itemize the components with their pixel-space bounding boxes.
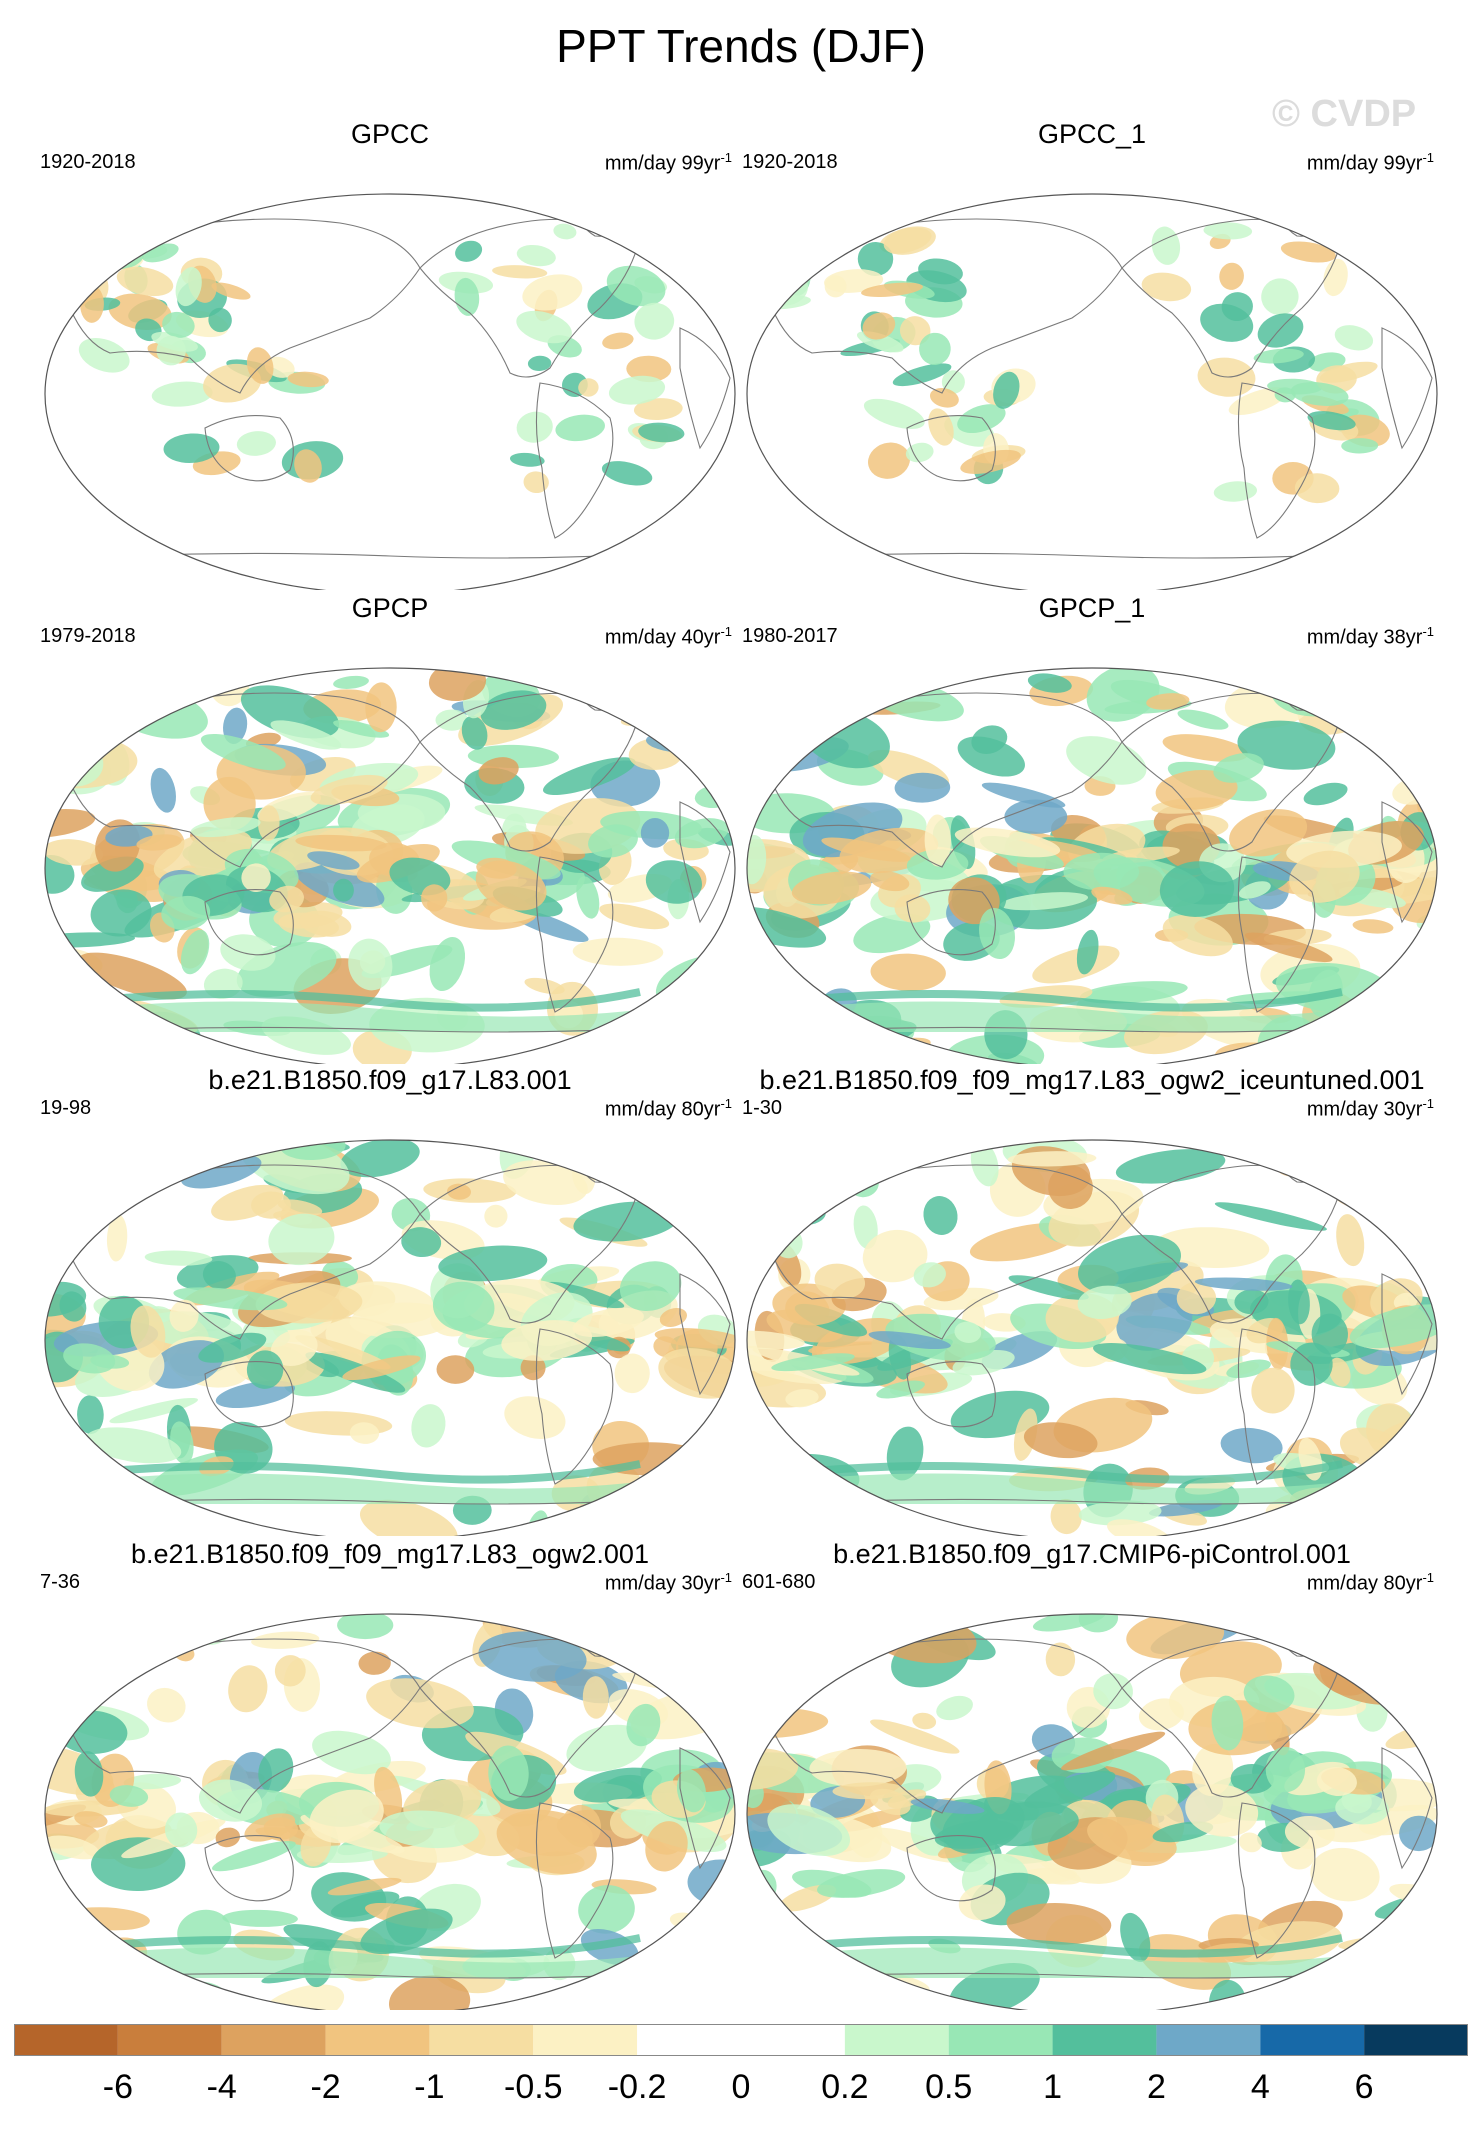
colorbar-box — [741, 2024, 845, 2056]
map-panel: GPCC_1 1920-2018 mm/day 99yr-1 — [742, 118, 1442, 590]
panel-units-exponent: -1 — [1422, 1096, 1434, 1111]
panel-units: mm/day 30yr-1 — [605, 1566, 732, 1596]
colorbar-label: -0.2 — [608, 2068, 667, 2106]
colorbar-box — [1260, 2024, 1365, 2056]
map-panel: GPCP_1 1980-2017 mm/day 38yr-1 — [742, 592, 1442, 1064]
colorbar-box — [1156, 2024, 1261, 2056]
map-globe — [746, 1139, 1438, 1536]
panel-units-exponent: -1 — [720, 1096, 732, 1111]
colorbar-box — [14, 2024, 118, 2056]
panel-units: mm/day 99yr-1 — [605, 146, 732, 176]
panel-units: mm/day 38yr-1 — [1307, 620, 1434, 650]
panel-title: b.e21.B1850.f09_f09_mg17.L83_ogw2_iceunt… — [759, 1065, 1425, 1095]
colorbar-label: 0.2 — [821, 2068, 868, 2106]
colorbar-box — [533, 2024, 638, 2056]
page-title: PPT Trends (DJF) — [556, 20, 926, 72]
colorbar-box — [117, 2024, 222, 2056]
panel-units: mm/day 30yr-1 — [1307, 1092, 1434, 1122]
map-panel: GPCP 1979-2018 mm/day 40yr-1 — [40, 592, 740, 1064]
panel-units: mm/day 40yr-1 — [605, 620, 732, 650]
cvdp-watermark: © CVDP — [1272, 93, 1417, 135]
panel-period: 1920-2018 — [742, 151, 838, 173]
panel-period: 7-36 — [40, 1571, 81, 1593]
map-globe — [746, 193, 1438, 590]
panel-units: mm/day 80yr-1 — [605, 1092, 732, 1122]
panel-period: 1980-2017 — [742, 625, 838, 647]
panel-title: b.e21.B1850.f09_g17.CMIP6-piControl.001 — [833, 1539, 1351, 1569]
map-panel: b.e21.B1850.f09_f09_mg17.L83_ogw2_iceunt… — [742, 1064, 1442, 1536]
panel-units-exponent: -1 — [1422, 1570, 1434, 1585]
panel-units-text: mm/day 30yr — [604, 1572, 721, 1595]
panel-units-text: mm/day 30yr — [1306, 1098, 1423, 1121]
panel-title: b.e21.B1850.f09_f09_mg17.L83_ogw2.001 — [131, 1539, 649, 1569]
map-panel: b.e21.B1850.f09_g17.L83.001 19-98 mm/day 8… — [40, 1064, 740, 1536]
panel-period: 1-30 — [742, 1097, 783, 1119]
panel-title: b.e21.B1850.f09_g17.L83.001 — [208, 1065, 572, 1095]
panel-units: mm/day 99yr-1 — [1307, 146, 1434, 176]
panel-period: 19-98 — [40, 1097, 92, 1119]
colorbar-label: 4 — [1251, 2068, 1270, 2106]
colorbar-label: -4 — [207, 2068, 237, 2106]
colorbar-box — [325, 2024, 430, 2056]
panel-units-text: mm/day 38yr — [1306, 626, 1423, 649]
panel-units-exponent: -1 — [1422, 624, 1434, 639]
panel-units-exponent: -1 — [1422, 150, 1434, 165]
panel-units-exponent: -1 — [720, 624, 732, 639]
colorbar-label: 0.5 — [925, 2068, 972, 2106]
colorbar-label: -2 — [310, 2068, 340, 2106]
panel-units-text: mm/day 99yr — [1306, 152, 1423, 175]
colorbar: -6 -4 -2 -1 -0.5 -0.2 0 0.2 0.5 1 2 4 6 — [14, 2024, 1468, 2106]
panel-units-text: mm/day 80yr — [1306, 1572, 1423, 1595]
panel-units-text: mm/day 80yr — [604, 1098, 721, 1121]
colorbar-label: -1 — [414, 2068, 444, 2106]
map-panel: GPCC 1920-2018 mm/day 99yr-1 — [40, 118, 740, 590]
colorbar-label: -6 — [103, 2068, 133, 2106]
colorbar-box — [1364, 2024, 1468, 2056]
panel-units-exponent: -1 — [720, 1570, 732, 1585]
panel-period: 1920-2018 — [40, 151, 136, 173]
colorbar-label: -0.5 — [504, 2068, 563, 2106]
map-globe — [746, 1613, 1438, 2010]
panel-title: GPCC — [350, 119, 429, 149]
colorbar-label: 0 — [732, 2068, 751, 2106]
panel-title: GPCC_1 — [1037, 119, 1147, 149]
colorbar-box — [429, 2024, 534, 2056]
map-globe — [44, 667, 736, 1064]
panel-title: GPCP — [351, 593, 429, 623]
map-globe — [44, 1613, 736, 2010]
colorbar-box — [1052, 2024, 1157, 2056]
colorbar-box — [948, 2024, 1053, 2056]
map-panel: b.e21.B1850.f09_f09_mg17.L83_ogw2.001 7-3… — [40, 1538, 740, 2010]
colorbar-box — [844, 2024, 949, 2056]
map-globe — [44, 1139, 736, 1536]
panel-period: 1979-2018 — [40, 625, 136, 647]
panel-units-text: mm/day 99yr — [604, 152, 721, 175]
panel-title: GPCP_1 — [1038, 593, 1146, 623]
map-panel: b.e21.B1850.f09_g17.CMIP6-piControl.001 6… — [742, 1538, 1442, 2010]
map-globe — [746, 667, 1438, 1064]
panel-units-exponent: -1 — [720, 150, 732, 165]
panel-units: mm/day 80yr-1 — [1307, 1566, 1434, 1596]
colorbar-label: 6 — [1355, 2068, 1374, 2106]
colorbar-box — [221, 2024, 326, 2056]
panel-units-text: mm/day 40yr — [604, 626, 721, 649]
colorbar-label: 1 — [1043, 2068, 1062, 2106]
map-globe — [44, 193, 736, 590]
colorbar-label: 2 — [1147, 2068, 1166, 2106]
colorbar-box — [637, 2024, 742, 2056]
panel-period: 601-680 — [742, 1571, 816, 1593]
